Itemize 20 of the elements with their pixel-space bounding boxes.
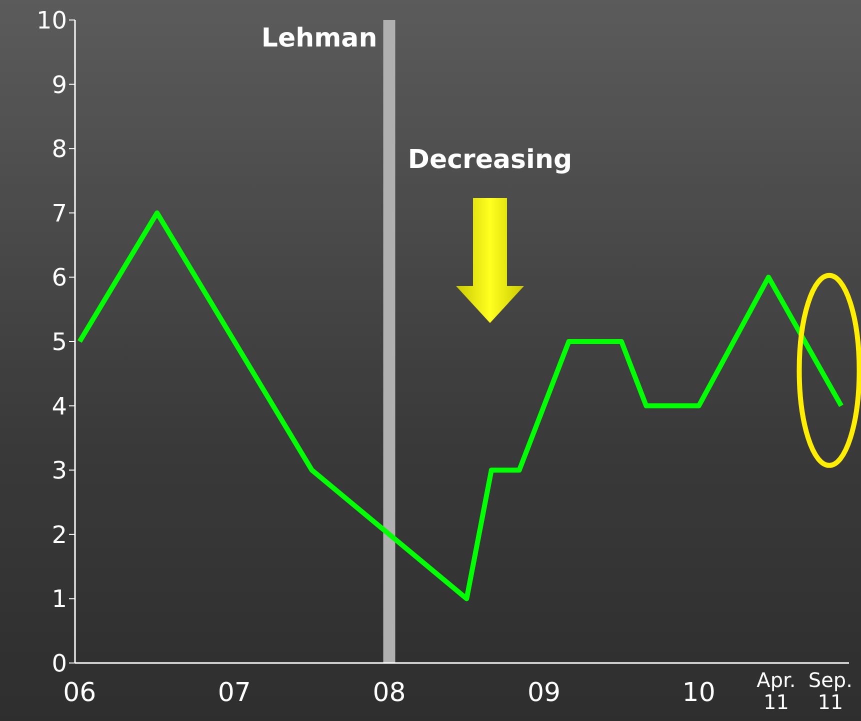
y-tick-label: 5 <box>52 328 67 356</box>
y-tick-label: 1 <box>52 585 67 614</box>
x-tick-label: 07 <box>218 678 251 708</box>
y-tick-label: 4 <box>52 392 67 420</box>
x-tick-label: Apr. 11 <box>756 668 796 714</box>
y-tick-label: 6 <box>52 264 67 292</box>
y-tick-label: 10 <box>36 6 67 35</box>
x-tick-label: 10 <box>682 678 716 708</box>
y-tick-label: 9 <box>52 70 67 99</box>
y-tick-label: 0 <box>52 650 67 678</box>
y-tick-label: 7 <box>52 199 67 228</box>
x-tick-label: 08 <box>372 678 406 708</box>
x-tick-label: 09 <box>527 678 561 708</box>
y-tick-label: 8 <box>52 135 67 164</box>
y-tick-label: 3 <box>52 456 67 485</box>
x-tick-label: 06 <box>63 678 96 708</box>
y-tick-label: 2 <box>52 520 67 549</box>
ref-line-label: Lehman <box>261 23 378 54</box>
annotation: Decreasing <box>408 145 572 175</box>
x-tick-label: Sep. 11 <box>808 668 852 714</box>
